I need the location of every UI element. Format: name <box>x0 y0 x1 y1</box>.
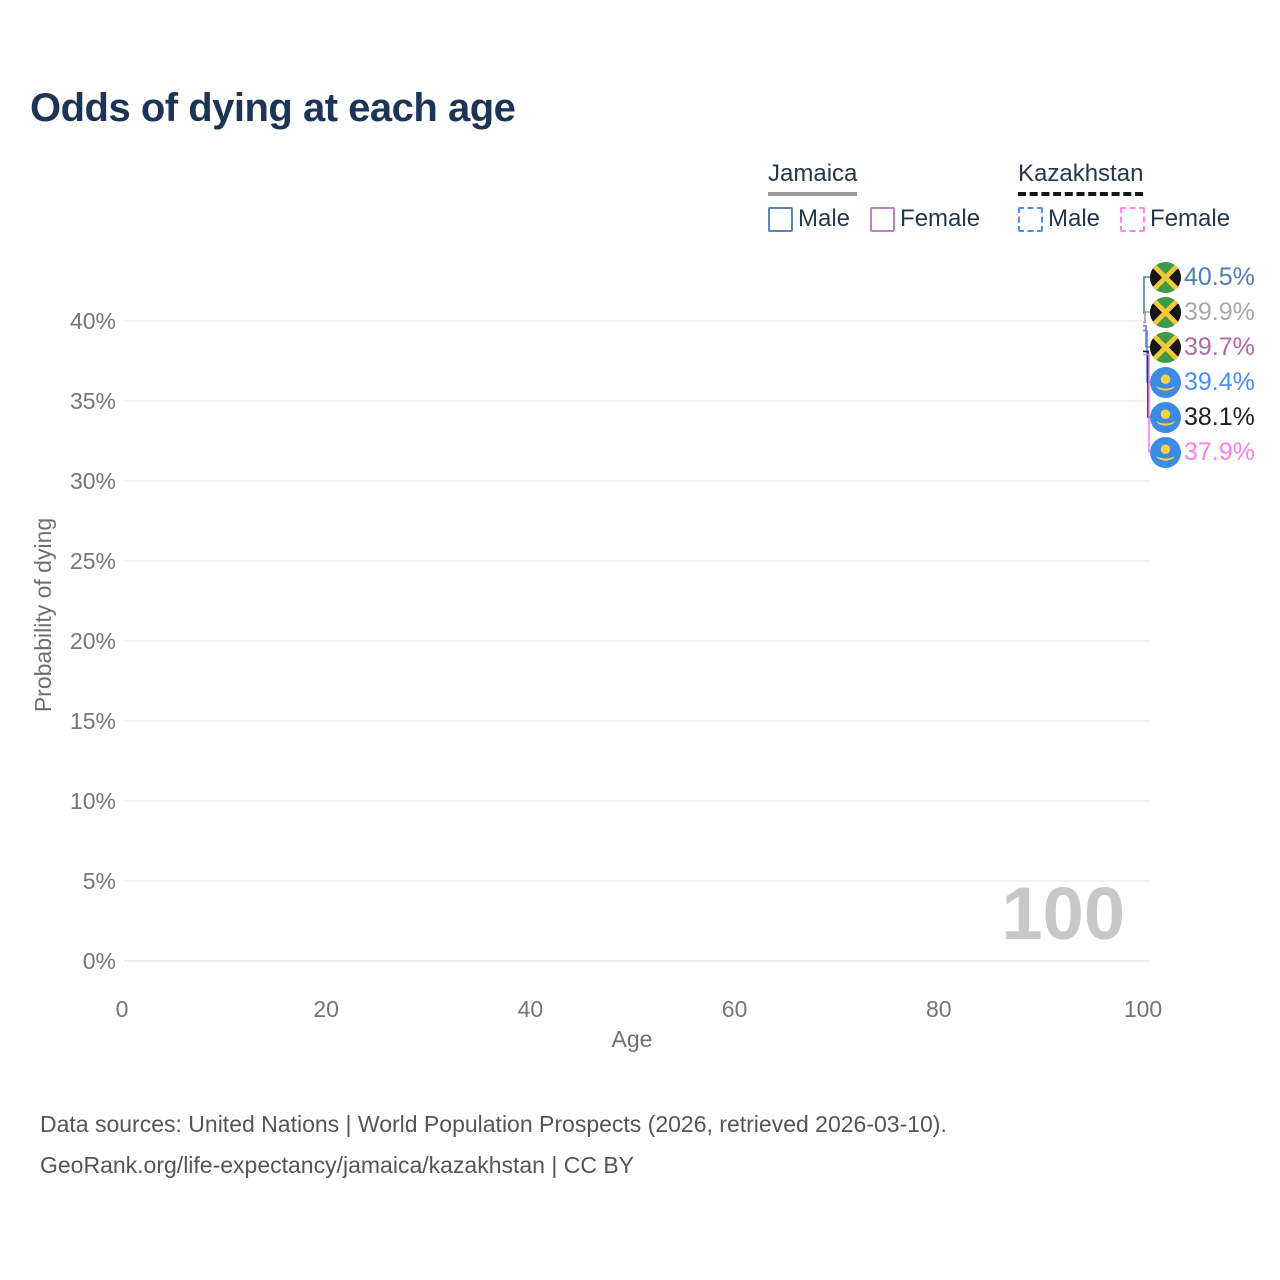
x-axis-title: Age <box>611 1026 653 1052</box>
legend-country-jamaica: Jamaica <box>768 160 858 196</box>
y-tick-label: 10% <box>69 788 116 814</box>
legend-group-jamaica: Jamaica Male Female <box>768 160 1000 233</box>
end-label-value: 40.5% <box>1184 262 1255 291</box>
end-label-leader <box>1143 325 1151 348</box>
legend-item-label: Male <box>1048 205 1101 232</box>
legend-group-kazakhstan: Kazakhstan Male Female <box>1018 160 1250 233</box>
footer-line1: Data sources: United Nations | World Pop… <box>40 1111 947 1137</box>
end-label-leader <box>1143 311 1151 324</box>
end-label-kazakhstan-female: 37.9% <box>1150 436 1255 468</box>
end-label-value: 39.9% <box>1184 297 1255 326</box>
legend-item-jamaica-female[interactable]: Female <box>870 205 980 233</box>
y-tick-label: 40% <box>69 308 116 334</box>
kazakhstan-female-swatch-icon <box>1120 206 1146 232</box>
end-label-leader <box>1143 276 1151 314</box>
end-label-jamaica-male: 40.5% <box>1150 261 1255 293</box>
end-label-value: 37.9% <box>1184 437 1255 466</box>
jamaica-male-swatch-icon <box>768 206 793 232</box>
y-tick-label: 25% <box>69 548 116 574</box>
x-tick-label: 100 <box>1123 996 1163 1022</box>
page-title: Odds of dying at each age <box>30 86 516 130</box>
legend-item-label: Female <box>900 205 981 232</box>
y-tick-label: 0% <box>82 948 116 974</box>
y-tick-label: 35% <box>69 388 116 414</box>
x-tick-label: 80 <box>926 996 952 1022</box>
legend-item-kazakhstan-male[interactable]: Male <box>1018 205 1100 233</box>
jamaica-female-swatch-icon <box>870 206 896 232</box>
legend-item-kazakhstan-female[interactable]: Female <box>1120 205 1230 233</box>
x-tick-label: 20 <box>313 996 339 1022</box>
legend-item-jamaica-male[interactable]: Male <box>768 205 850 233</box>
y-tick-label: 30% <box>69 468 116 494</box>
kazakhstan-flag-icon <box>1150 401 1181 433</box>
data-source-footer: Data sources: United Nations | World Pop… <box>40 1104 947 1186</box>
x-tick-label: 0 <box>115 996 129 1022</box>
end-label-jamaica-both: 39.9% <box>1150 296 1255 328</box>
legend-country-kazakhstan: Kazakhstan <box>1018 160 1144 196</box>
end-label-jamaica-female: 39.7% <box>1150 331 1255 363</box>
end-label-kazakhstan-male: 39.4% <box>1150 366 1255 398</box>
kazakhstan-flag-icon <box>1150 366 1181 398</box>
y-tick-label: 15% <box>69 708 116 734</box>
legend-item-label: Male <box>798 205 851 232</box>
age-watermark: 100 <box>1001 872 1125 955</box>
y-tick-label: 5% <box>82 868 116 894</box>
footer-line2: GeoRank.org/life-expectancy/jamaica/kaza… <box>40 1152 635 1178</box>
jamaica-flag-icon <box>1150 296 1181 328</box>
kazakhstan-flag-icon <box>1150 436 1181 468</box>
jamaica-flag-icon <box>1150 261 1181 293</box>
end-label-value: 39.4% <box>1184 367 1255 396</box>
end-label-value: 39.7% <box>1184 332 1255 361</box>
jamaica-flag-icon <box>1150 331 1181 363</box>
x-tick-label: 40 <box>517 996 544 1022</box>
x-tick-label: 60 <box>721 996 748 1022</box>
end-label-kazakhstan-both: 38.1% <box>1150 401 1255 433</box>
y-tick-label: 20% <box>69 628 116 654</box>
legend-item-label: Female <box>1150 205 1231 232</box>
end-label-value: 38.1% <box>1184 402 1255 431</box>
kazakhstan-male-swatch-icon <box>1018 206 1043 232</box>
